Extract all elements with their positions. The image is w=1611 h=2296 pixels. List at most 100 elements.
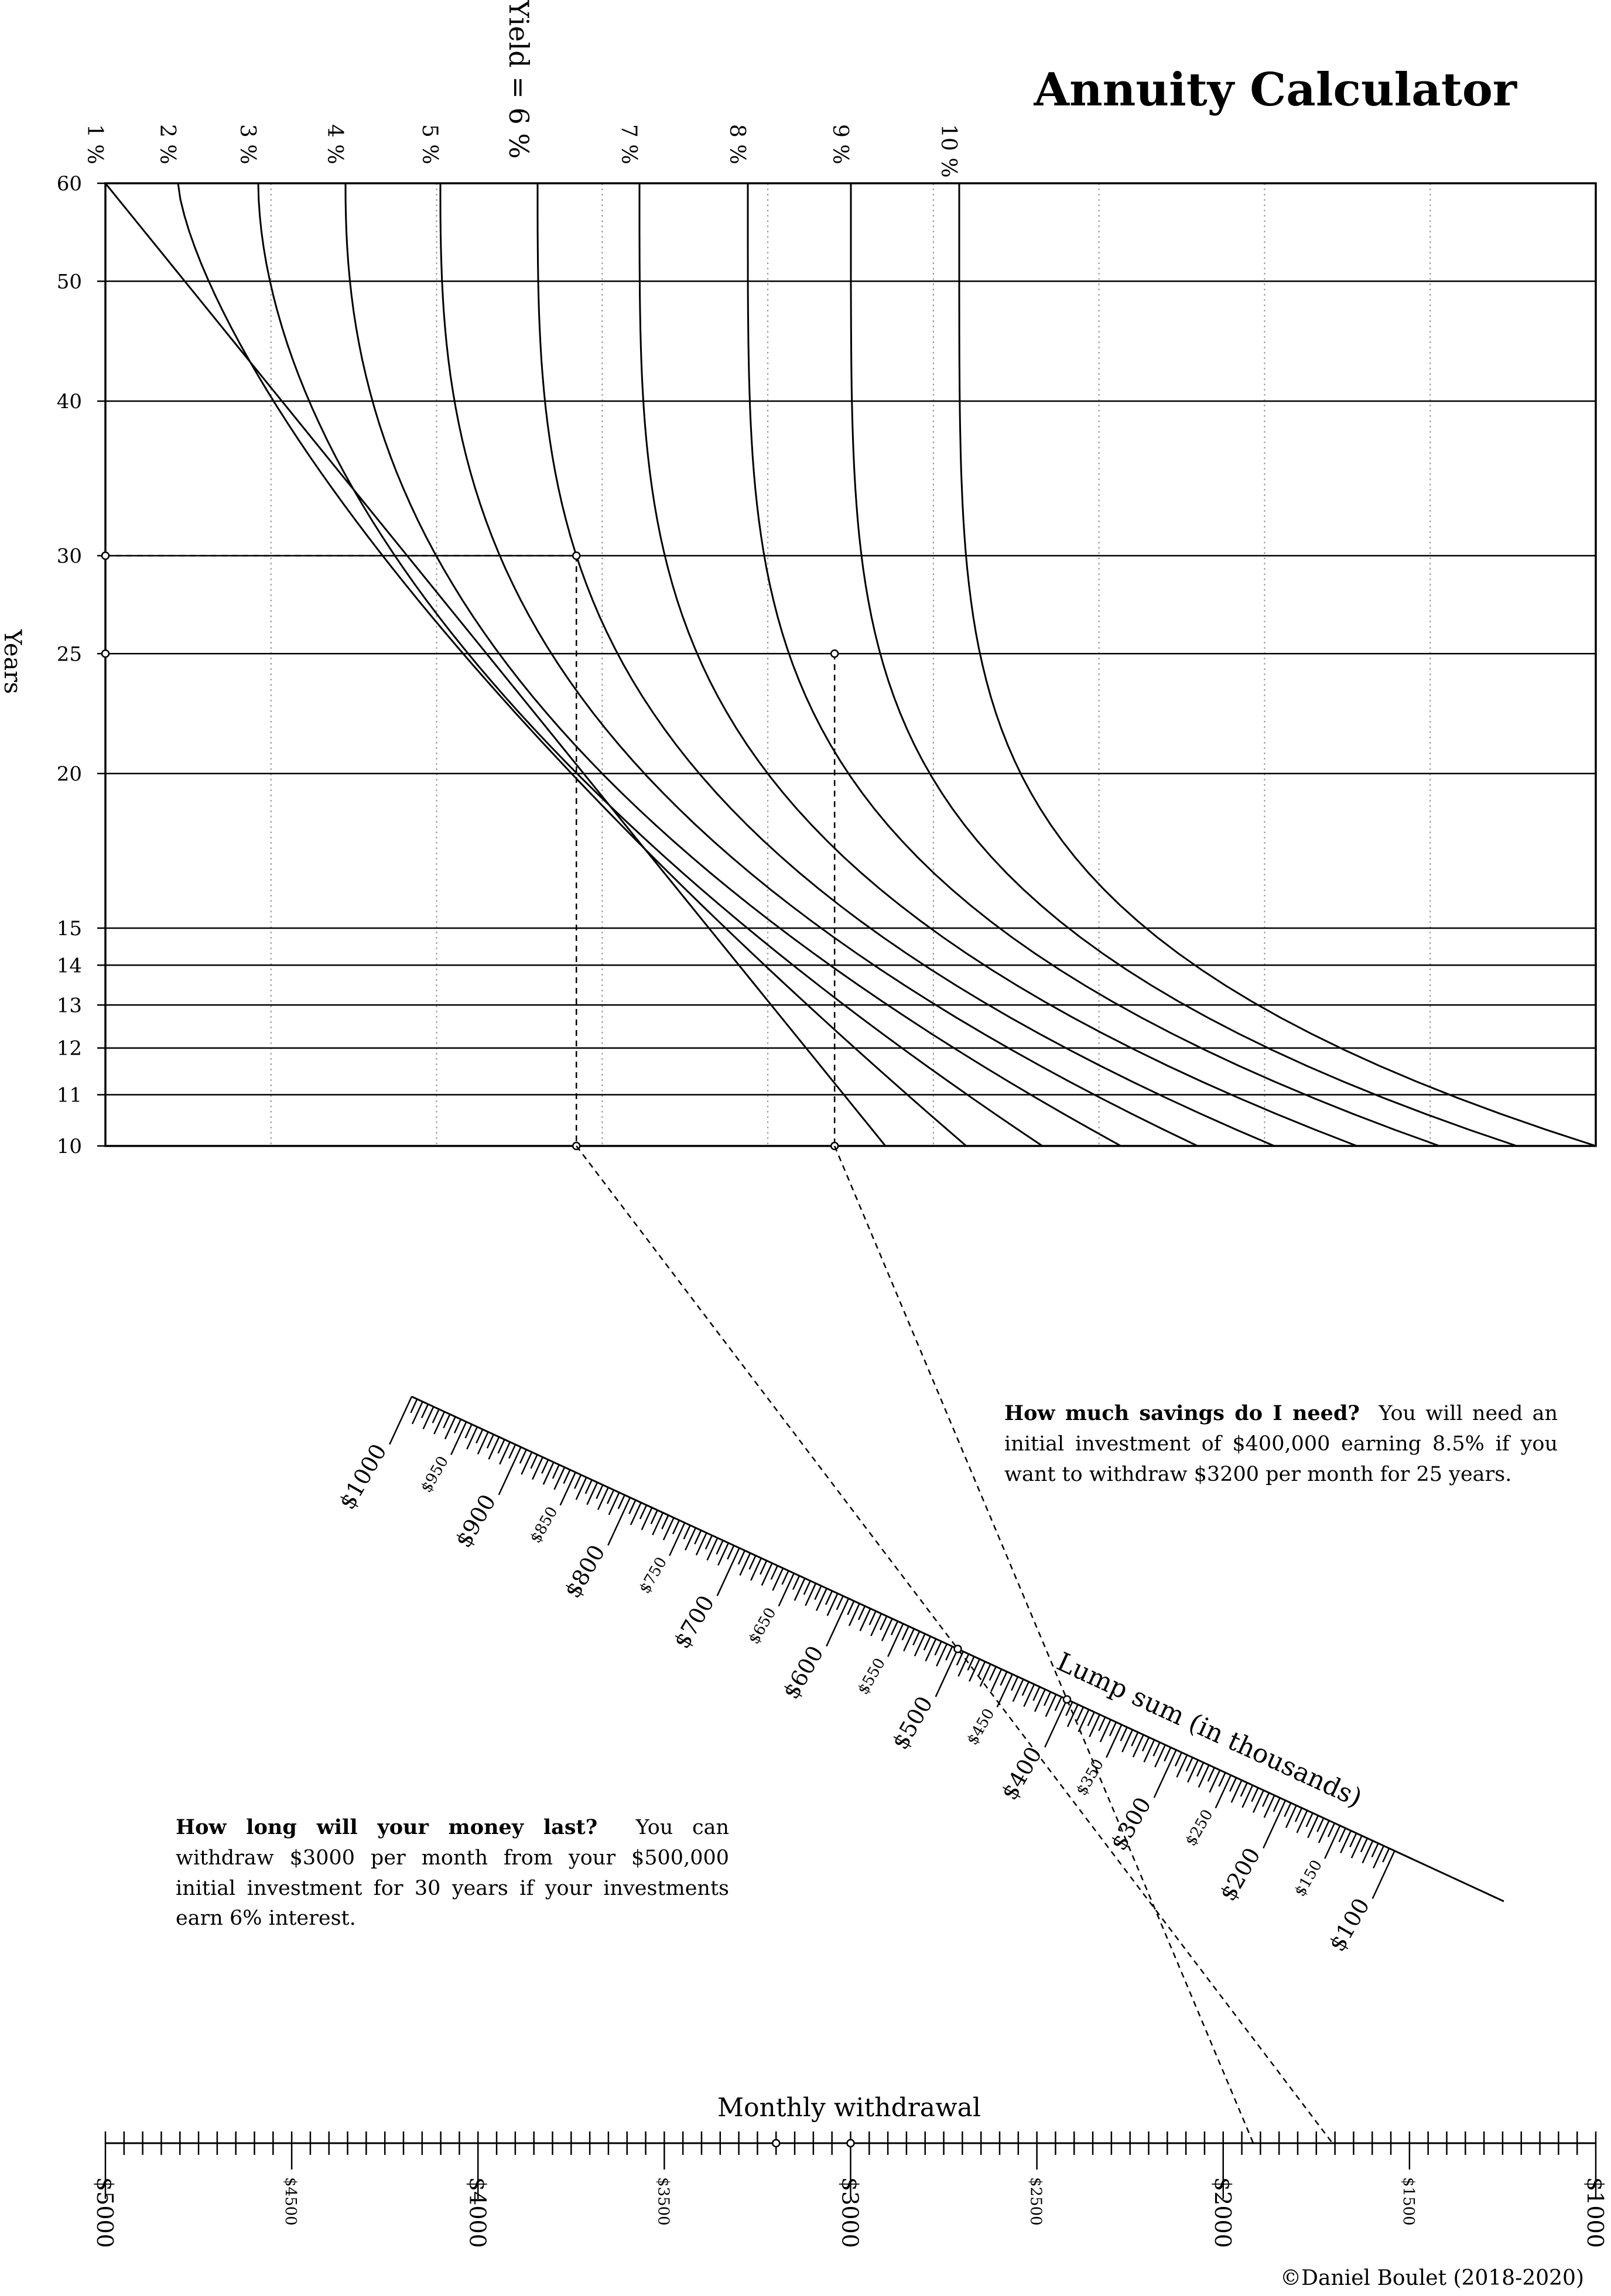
- lump-sum-tick: [1043, 1691, 1052, 1706]
- lump-sum-major-label: $700: [669, 1591, 719, 1653]
- year-tick-label: 10: [57, 1135, 82, 1158]
- lump-sum-tick: [793, 1578, 806, 1601]
- lump-sum-tick: [716, 1548, 740, 1596]
- lump-sum-tick: [1207, 1767, 1215, 1782]
- lump-sum-tick: [1198, 1764, 1210, 1788]
- lump-sum-tick: [727, 1545, 735, 1560]
- lump-sum-tick: [411, 1401, 423, 1425]
- monthly-minor-label: $4500: [282, 2177, 299, 2226]
- lump-sum-tick: [508, 1444, 517, 1459]
- construction-point: [1062, 1695, 1072, 1704]
- lump-sum-tick: [859, 1608, 871, 1631]
- lump-sum-minor-label: $750: [636, 1554, 671, 1596]
- lump-sum-major-label: $200: [1215, 1843, 1265, 1905]
- lump-sum-tick: [890, 1621, 899, 1635]
- lump-sum-tick: [1252, 1789, 1264, 1813]
- lump-sum-tick: [1032, 1686, 1041, 1701]
- rate-label-9-percent: 9 %: [828, 124, 852, 165]
- year-tick-label: 20: [57, 762, 82, 786]
- lump-sum-tick: [1089, 1714, 1101, 1737]
- lump-sum-tick: [934, 1641, 942, 1656]
- monthly-minor-label: $3500: [654, 2177, 672, 2226]
- lump-sum-tick: [1229, 1777, 1237, 1792]
- lump-sum-tick: [1174, 1752, 1182, 1767]
- lump-sum-tick: [914, 1633, 926, 1657]
- lump-sum-tick: [1218, 1772, 1226, 1787]
- construction-line: [576, 1145, 1333, 2144]
- lump-sum-tick: [639, 1504, 648, 1520]
- lump-sum-tick: [606, 1489, 615, 1504]
- lump-sum-tick: [1196, 1762, 1205, 1777]
- lump-sum-tick: [1143, 1739, 1155, 1763]
- lump-sum-tick: [1324, 1825, 1341, 1859]
- lump-sum-tick: [628, 1500, 637, 1514]
- lump-sum-tick: [826, 1593, 839, 1616]
- example-constructions: [101, 551, 1333, 2148]
- lump-sum-tick: [1284, 1802, 1292, 1818]
- lump-sum-tick: [748, 1555, 757, 1570]
- year-tick-label: 15: [57, 917, 82, 940]
- year-tick-label: 60: [57, 172, 82, 196]
- construction-line: [834, 1145, 1254, 2144]
- lump-sum-major-label: $1000: [334, 1439, 392, 1514]
- construction-point: [846, 2138, 855, 2148]
- rate-label-2-percent: 2 %: [155, 124, 179, 165]
- lump-sum-tick: [778, 1573, 795, 1607]
- lump-sum-tick: [488, 1436, 500, 1460]
- lump-sum-tick: [1021, 1681, 1029, 1696]
- lump-sum-minor-label: $650: [745, 1605, 780, 1647]
- lump-sum-tick: [1141, 1737, 1150, 1751]
- lump-sum-tick: [1109, 1722, 1117, 1737]
- lump-sum-tick: [957, 1654, 970, 1677]
- lump-sum-tick: [530, 1454, 538, 1469]
- lump-sum-tick: [630, 1502, 642, 1525]
- lump-sum-tick: [1316, 1818, 1325, 1832]
- lump-sum-tick: [1261, 1792, 1270, 1807]
- years-axis-label: Years: [0, 629, 26, 694]
- lump-sum-major-label: $500: [887, 1692, 938, 1754]
- lump-sum-tick: [945, 1646, 953, 1661]
- monthly-minor-label: $2500: [1027, 2177, 1045, 2226]
- lump-sum-major-label: $800: [559, 1541, 610, 1603]
- lump-sum-tick: [706, 1537, 719, 1561]
- yield-axis-label: Yield = 6 %: [503, 0, 535, 159]
- lump-sum-tick: [717, 1542, 729, 1566]
- lump-sum-tick: [443, 1414, 451, 1429]
- rate-label-10-percent: 10 %: [936, 124, 960, 177]
- lump-sum-tick: [903, 1628, 915, 1652]
- lump-sum-tick: [716, 1540, 724, 1555]
- rate-label-7-percent: 7 %: [617, 124, 641, 165]
- lump-sum-tick: [1340, 1830, 1352, 1853]
- lump-sum-tick: [464, 1424, 473, 1439]
- lump-sum-tick: [444, 1416, 456, 1440]
- lump-sum-tick: [1098, 1716, 1106, 1732]
- lump-sum-tick: [1132, 1734, 1144, 1758]
- rate-label-1-percent: 1 %: [83, 124, 107, 165]
- lump-sum-tick: [750, 1558, 762, 1581]
- lump-sum-tick: [532, 1456, 543, 1480]
- lump-sum-tick: [519, 1449, 527, 1464]
- lump-sum-tick: [935, 1648, 959, 1698]
- copyright-notice: ©Daniel Boulet (2018-2020): [1280, 2266, 1584, 2290]
- lump-sum-minor-label: $850: [527, 1504, 562, 1546]
- lump-sum-tick: [1106, 1724, 1123, 1758]
- lump-sum-tick: [389, 1396, 413, 1445]
- lump-sum-tick: [1338, 1828, 1346, 1843]
- lump-sum-tick: [477, 1431, 489, 1455]
- lump-sum-tick: [1251, 1787, 1259, 1802]
- lump-sum-tick: [552, 1464, 560, 1479]
- lump-sum-tick: [685, 1527, 697, 1551]
- lump-sum-tick: [1153, 1749, 1177, 1798]
- lump-sum-tick: [1318, 1820, 1330, 1843]
- yield-curve-9-percent: [850, 183, 1517, 1147]
- lump-sum-tick: [1078, 1709, 1090, 1733]
- lump-sum-tick: [662, 1517, 675, 1541]
- year-tick-label: 14: [57, 954, 82, 977]
- lump-sum-tick: [815, 1588, 827, 1611]
- year-tick-label: 25: [57, 642, 82, 666]
- duration-example-title: How long will your money last?: [176, 1815, 598, 1839]
- lump-sum-tick: [607, 1497, 631, 1546]
- lump-sum-tick: [1350, 1835, 1363, 1859]
- lump-sum-tick: [563, 1469, 571, 1484]
- lump-sum-tick: [1263, 1800, 1287, 1849]
